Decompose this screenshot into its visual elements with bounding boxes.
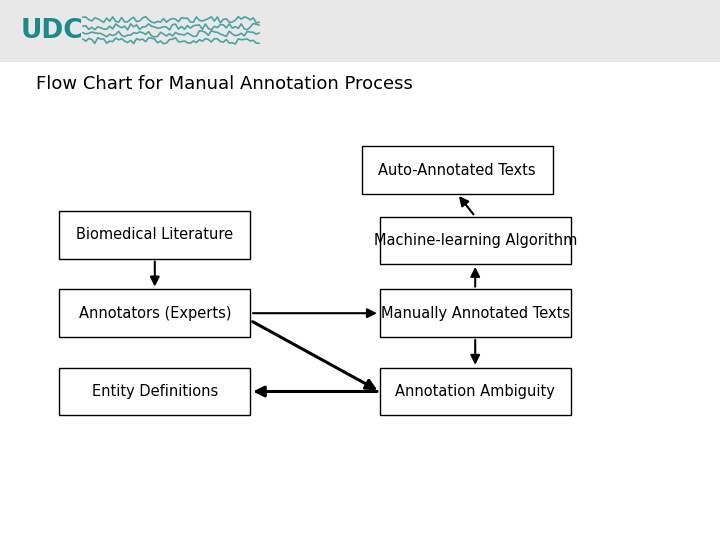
Text: UDC: UDC — [20, 18, 83, 44]
FancyBboxPatch shape — [59, 289, 251, 337]
FancyBboxPatch shape — [380, 368, 571, 415]
Text: Annotators (Experts): Annotators (Experts) — [78, 306, 231, 321]
FancyBboxPatch shape — [380, 289, 571, 337]
FancyBboxPatch shape — [361, 146, 553, 194]
Text: Machine-learning Algorithm: Machine-learning Algorithm — [374, 233, 577, 248]
Text: Biomedical Literature: Biomedical Literature — [76, 227, 233, 242]
Text: Flow Chart for Manual Annotation Process: Flow Chart for Manual Annotation Process — [36, 75, 413, 93]
FancyBboxPatch shape — [59, 211, 251, 259]
Bar — [0, 0, 720, 62]
Text: Auto-Annotated Texts: Auto-Annotated Texts — [379, 163, 536, 178]
Text: Entity Definitions: Entity Definitions — [91, 384, 218, 399]
FancyBboxPatch shape — [380, 217, 571, 264]
FancyBboxPatch shape — [59, 368, 251, 415]
Text: Annotation Ambiguity: Annotation Ambiguity — [395, 384, 555, 399]
Text: Manually Annotated Texts: Manually Annotated Texts — [381, 306, 570, 321]
